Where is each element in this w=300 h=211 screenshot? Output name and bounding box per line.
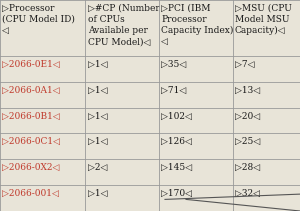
Text: ▷PCI (IBM
Processor
Capacity Index)
◁: ▷PCI (IBM Processor Capacity Index) ◁ — [161, 4, 234, 46]
Bar — [0, 108, 300, 133]
Text: ▷126◁: ▷126◁ — [161, 137, 192, 146]
Text: ▷1◁: ▷1◁ — [88, 111, 107, 120]
Text: ▷2066-0E1◁: ▷2066-0E1◁ — [2, 60, 60, 69]
Text: ▷32◁: ▷32◁ — [235, 189, 260, 198]
Text: ▷170◁: ▷170◁ — [161, 189, 192, 198]
Bar — [0, 133, 300, 159]
Text: ▷#CP (Number
of CPUs
Available per
CPU Model)◁: ▷#CP (Number of CPUs Available per CPU M… — [88, 4, 160, 46]
Bar — [0, 82, 300, 108]
Bar — [0, 0, 300, 56]
Text: ▷35◁: ▷35◁ — [161, 60, 187, 69]
Text: ▷2066-0B1◁: ▷2066-0B1◁ — [2, 111, 60, 120]
Bar — [0, 56, 300, 82]
Text: ▷2066-0A1◁: ▷2066-0A1◁ — [2, 85, 60, 95]
Text: ▷2066-0X2◁: ▷2066-0X2◁ — [2, 163, 60, 172]
Text: ▷145◁: ▷145◁ — [161, 163, 193, 172]
Text: ▷1◁: ▷1◁ — [88, 85, 107, 95]
Text: ▷2066-001◁: ▷2066-001◁ — [2, 189, 59, 198]
Text: ▷2066-0C1◁: ▷2066-0C1◁ — [2, 137, 60, 146]
Text: ▷1◁: ▷1◁ — [88, 60, 107, 69]
Text: ▷71◁: ▷71◁ — [161, 85, 187, 95]
Text: ▷1◁: ▷1◁ — [88, 189, 107, 198]
Text: ▷20◁: ▷20◁ — [235, 111, 260, 120]
Bar — [0, 185, 300, 211]
Text: ▷13◁: ▷13◁ — [235, 85, 260, 95]
Text: ▷25◁: ▷25◁ — [235, 137, 260, 146]
Text: ▷2◁: ▷2◁ — [88, 163, 107, 172]
Text: ▷1◁: ▷1◁ — [88, 137, 107, 146]
Bar — [0, 159, 300, 185]
Text: ▷Processor
(CPU Model ID)
◁: ▷Processor (CPU Model ID) ◁ — [2, 4, 75, 35]
Text: ▷102◁: ▷102◁ — [161, 111, 192, 120]
Text: ▷7◁: ▷7◁ — [235, 60, 254, 69]
Text: ▷MSU (CPU
Model MSU
Capacity)◁: ▷MSU (CPU Model MSU Capacity)◁ — [235, 4, 292, 35]
Text: ▷28◁: ▷28◁ — [235, 163, 260, 172]
